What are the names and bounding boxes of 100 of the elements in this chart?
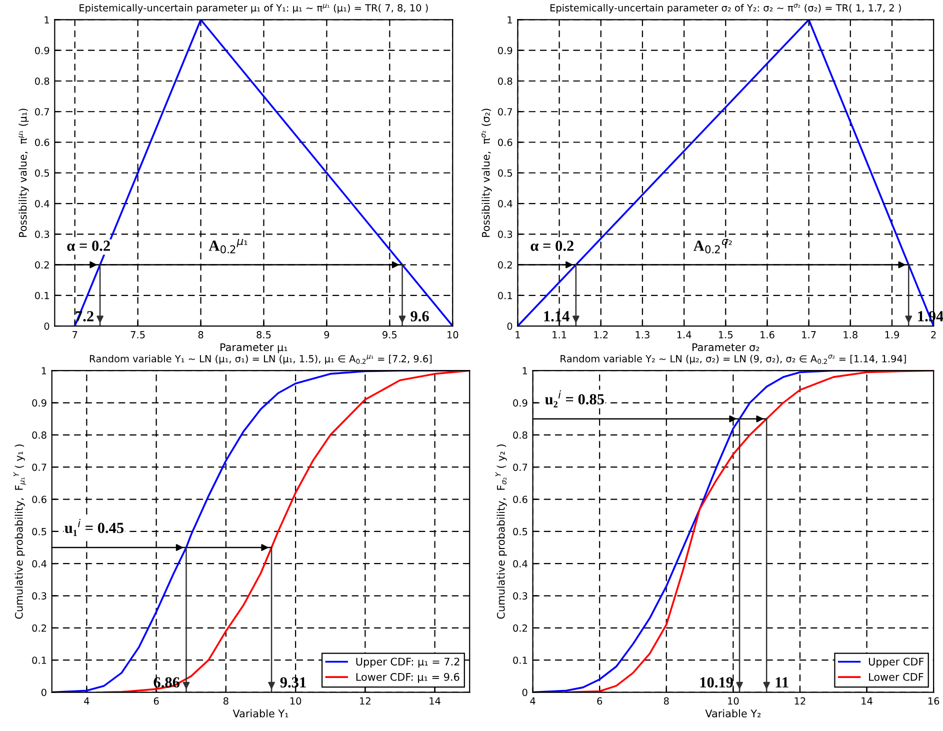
x-tick-label: 1.2 [594,331,608,338]
y-tick-label: 0.2 [498,261,512,269]
y-tick-label: 0.7 [513,464,528,471]
y-tick-label: 0.7 [32,464,46,471]
y-tick-label: 0.2 [32,624,46,632]
chart-title: Epistemically-uncertain parameter μ₁ of Y₁: μ₁ ~ π$^{μ₁}$ (μ₁) = TR( 7, 8, 10 ) [80,4,428,14]
y-tick-label: 0.9 [498,46,512,54]
y-tick-label: 0.5 [35,169,49,177]
y-tick-label: 0.2 [513,624,527,632]
y-tick-label: 0 [44,322,50,330]
y-axis-title: Possibility value, π$^{μ₁}$ (μ₁) [18,108,29,237]
x-tick-label: 1.1 [552,331,566,338]
y-tick-label: 0.5 [513,528,528,536]
x-tick-label: 4 [84,697,90,705]
x-tick-label: 14 [430,697,440,705]
legend-label: Upper CDF: μ₁ = 7.2 [356,658,460,668]
ref-line-label: u₂$^{i}$ = 0.85 [545,390,604,408]
x-tick-label: 6 [154,697,159,705]
y-tick-label: 0.9 [513,399,528,407]
x-tick-label: 1.4 [677,331,692,338]
x-tick-label: 7.5 [130,331,145,338]
chart-title: Epistemically-uncertain parameter σ₂ of Y₂: σ₂ ~ π$^{σ₂}$ (σ₂) = TR( 1, 1.7, 2 ) [550,4,901,14]
y-tick-label: 0.4 [32,560,46,568]
x-axis-title: Parameter σ₂ [692,343,760,352]
y-tick-label: 1 [42,367,46,374]
x-tick-label: 8 [664,697,669,705]
y-tick-label: 0 [507,322,512,330]
ref-line-label: α = 0.2 [530,240,574,252]
ref-line-label: α = 0.2 [67,240,110,252]
x-tick-label: 12 [360,697,370,705]
x-tick-label: 10 [728,697,739,705]
ref-line-label: 10.19 [700,677,733,688]
x-tick-label: 7 [72,331,78,338]
y-tick-label: 0.3 [32,592,46,600]
y-tick-label: 0.6 [35,138,50,146]
y-tick-label: 0.6 [32,496,46,504]
x-tick-label: 12 [794,697,806,705]
x-tick-label: 1.6 [760,331,774,338]
ref-line-label: u₁$^{i}$ = 0.45 [64,518,124,536]
x-tick-label: 1.8 [844,331,858,338]
legend-label: Upper CDF [868,658,924,668]
y-tick-label: 0.9 [32,399,46,407]
x-tick-label: 14 [862,697,872,705]
y-axis-title: Possibility value, π$^{σ₂}$ (σ₂) [482,108,492,237]
ref-line-label: 9.31 [280,677,306,688]
chart-title: Random variable Y₂ ~ LN (μ₂, σ₂) = LN (9, σ₂), σ₂ ∈ A$_{0.2}$$^{σ₂}$ = [1.14, 1.94] [560,354,906,364]
y-tick-label: 1 [522,367,528,374]
x-tick-label: 8.5 [256,331,271,338]
y-tick-label: 0.4 [35,200,50,208]
y-axis-title: Cumulative probability, F$_{σ₂}$$^{Y}$ ( y₂ ) [495,444,507,619]
x-axis-title: Variable Y₂ [705,709,761,718]
ref-line-label: 1.14 [544,311,570,322]
y-tick-label: 0 [522,688,528,696]
y-tick-label: 0.5 [32,528,46,536]
y-tick-label: 0.5 [498,169,512,177]
legend-label: Lower CDF [869,672,924,681]
y-tick-label: 0.1 [32,656,46,664]
y-tick-label: 0.9 [35,46,50,54]
x-tick-label: 16 [928,697,940,705]
legend-label: Lower CDF: μ₁ = 9.6 [356,672,460,683]
annotation: A$_{0.2}$$^{μ₁}$ [208,239,248,254]
x-tick-label: 1.5 [718,331,733,338]
y-tick-label: 0.8 [498,77,512,85]
x-tick-label: 2 [931,331,936,338]
y-tick-label: 1 [508,16,512,24]
y-tick-label: 0.4 [513,560,528,568]
x-tick-label: 1.9 [885,331,900,338]
y-tick-label: 0.6 [498,138,512,146]
annotation: A$_{0.2}$$^{σ₂}$ [693,239,732,254]
x-tick-label: 1.3 [636,331,650,338]
x-tick-label: 8 [223,697,228,705]
y-tick-label: 0.8 [32,431,46,439]
y-tick-label: 0.1 [35,292,49,300]
y-tick-label: 0.4 [498,200,512,208]
y-tick-label: 0.3 [35,230,50,238]
y-tick-label: 0.8 [35,77,50,85]
y-tick-label: 0.8 [513,431,528,439]
x-tick-label: 1.7 [802,331,816,338]
ref-line-label: 9.6 [410,311,429,322]
ref-line-label: 11 [776,677,788,688]
x-tick-label: 4 [530,697,536,705]
y-tick-label: 0 [41,688,46,696]
y-tick-label: 0.2 [35,261,49,269]
y-tick-label: 0.7 [35,108,49,116]
x-tick-label: 6 [597,697,602,705]
x-tick-label: 8 [198,331,204,338]
y-tick-label: 0.6 [513,496,528,504]
x-tick-label: 9 [324,331,330,338]
x-tick-label: 10 [448,331,458,338]
chart-title: Random variable Y₁ ~ LN (μ₁, σ₁) = LN (μ₁, 1.5), μ₁ ∈ A$_{0.2}$$^{μ₁}$ = [7.2, 9.6] [90,354,432,364]
y-tick-label: 0.7 [498,108,512,116]
y-tick-label: 0.3 [513,592,528,600]
y-tick-label: 0.1 [513,656,528,664]
x-tick-label: 10 [290,697,302,705]
y-tick-label: 0.3 [498,230,512,238]
x-tick-label: 9.5 [382,331,397,338]
y-axis-title: Cumulative probability, F$_{μ₁}$$^{Y}$ ( y₁ ) [13,444,26,619]
x-axis-title: Variable Y₁ [232,709,288,718]
y-tick-label: 1 [44,16,49,24]
x-axis-title: Parameter μ₁ [220,343,288,354]
